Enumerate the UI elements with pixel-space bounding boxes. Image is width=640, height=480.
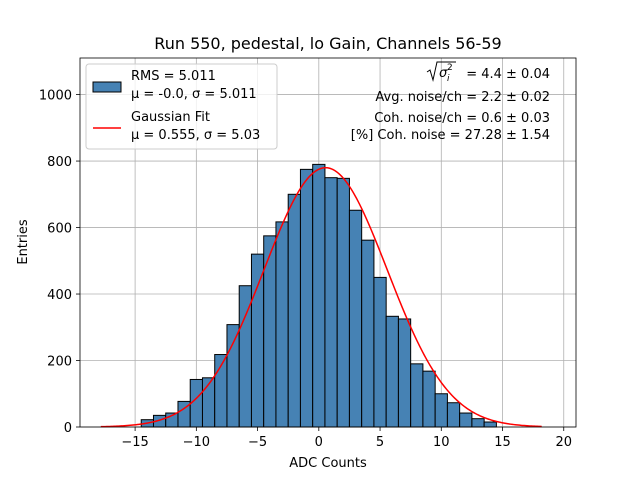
y-axis-ticks: 0 200 400 600 800 1000 [39,89,80,436]
y-tick-label: 400 [47,288,72,303]
annotation-sigma-value: = 4.4 ± 0.04 [466,67,550,82]
histogram-bar [410,363,424,428]
x-tick-label: 5 [376,435,384,450]
histogram-bar [446,402,461,428]
legend-histogram-patch [92,81,122,93]
y-tick-label: 600 [47,222,72,237]
legend-rms-stats: μ = -0.0, σ = 5.011 [131,87,257,102]
histogram-bar [422,370,436,428]
x-tick-label: −5 [248,435,267,450]
x-tick-label: 0 [315,435,323,450]
legend-rms-label: RMS = 5.011 [131,69,216,84]
histogram-bar [275,221,289,428]
annotation-sigma-root-symbol: σ 2 i [426,61,456,84]
histogram-bar [361,239,375,428]
histogram-bar [459,412,473,428]
histogram-bar [385,315,399,428]
gaussian-fit-curve [100,166,542,428]
annotation-coh-noise-percent: [%] Coh. noise = 27.28 ± 1.54 [351,128,550,143]
histogram-bar [324,177,338,428]
y-tick-label: 200 [47,355,72,370]
noise-annotations: σ 2 i = 4.4 ± 0.04 Avg. noise/ch = 2.2 ±… [351,61,550,143]
y-tick-label: 1000 [39,89,72,104]
annotation-avg-noise: Avg. noise/ch = 2.2 ± 0.02 [375,90,550,105]
chart-title: Run 550, pedestal, lo Gain, Channels 56-… [154,34,501,53]
histogram-bar [483,421,497,428]
legend-fit-stats: μ = 0.555, σ = 5.03 [131,128,260,143]
histogram-bar [397,318,412,428]
x-tick-label: −15 [121,435,148,450]
y-tick-label: 800 [47,155,72,170]
histogram-bar [226,324,240,428]
histogram-bar [471,418,485,428]
x-axis-ticks: −15 −10 −5 0 5 10 15 20 [121,427,572,450]
y-tick-label: 0 [64,421,72,436]
annotation-coh-noise: Coh. noise/ch = 0.6 ± 0.03 [374,111,550,126]
x-tick-label: −10 [183,435,210,450]
histogram-bar [287,193,301,428]
histogram-bar [348,209,363,428]
histogram-bar [312,163,326,428]
histogram-bar [434,393,448,428]
x-tick-label: 15 [494,435,511,450]
legend-fit-label: Gaussian Fit [131,110,210,125]
x-axis-label: ADC Counts [289,456,367,471]
y-axis-label: Entries [16,219,31,265]
sqrt-sign [426,61,456,82]
sigma-symbol: σ [439,66,448,81]
histogram-bar [299,168,314,428]
axes-frame [79,57,577,428]
x-tick-label: 10 [433,435,450,450]
sigma-superscript: 2 [447,63,453,73]
histogram-bar [373,276,387,428]
legend: RMS = 5.011 μ = -0.0, σ = 5.011 Gaussian… [85,63,278,150]
histogram-bar [250,253,265,428]
x-tick-label: 20 [555,435,572,450]
sigma-subscript: i [447,74,450,84]
histogram-bar [336,177,350,428]
legend-box [85,63,278,150]
